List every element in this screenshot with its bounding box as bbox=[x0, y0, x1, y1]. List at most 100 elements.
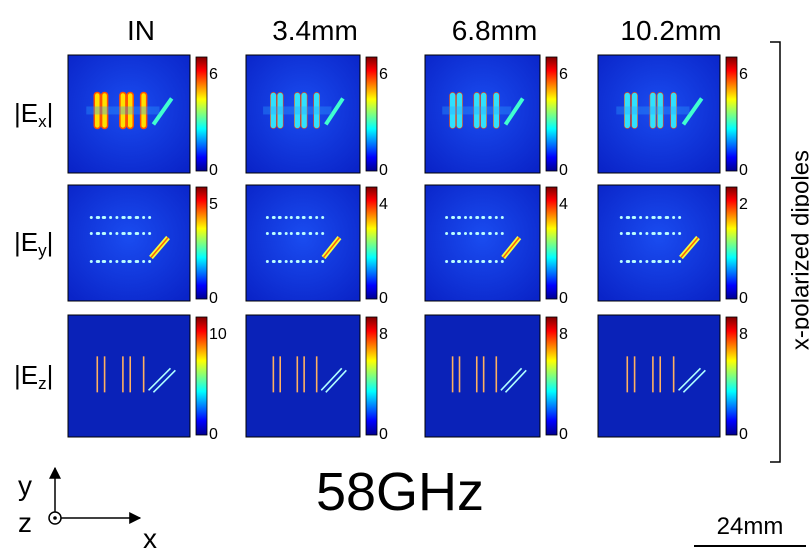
row-label: |Ey| bbox=[14, 227, 53, 260]
hot-spot bbox=[109, 260, 112, 263]
hot-spot bbox=[445, 260, 448, 263]
hot-spot bbox=[97, 260, 100, 263]
hot-spot bbox=[115, 216, 118, 219]
colorbar-min: 0 bbox=[739, 290, 748, 307]
hot-spot bbox=[90, 216, 93, 219]
hot-spot bbox=[136, 260, 139, 263]
hot-spot bbox=[452, 260, 455, 263]
hot-spot bbox=[633, 216, 636, 219]
hot-spot bbox=[445, 216, 448, 219]
hot-spot bbox=[285, 216, 288, 219]
colorbar bbox=[366, 57, 377, 171]
hot-spot bbox=[315, 260, 318, 263]
hot-spot bbox=[123, 232, 126, 235]
hot-spot bbox=[476, 260, 479, 263]
colorbar-max: 4 bbox=[559, 196, 568, 213]
side-label: x-polarized dipoles bbox=[787, 150, 809, 350]
hot-spot bbox=[109, 232, 112, 235]
hot-spot bbox=[653, 232, 656, 235]
hot-spot bbox=[495, 260, 498, 263]
hot-spot bbox=[97, 216, 100, 219]
row-label: |Ez| bbox=[14, 360, 53, 393]
row-label-part: |E bbox=[14, 360, 38, 390]
column-header: 3.4mm bbox=[272, 15, 358, 46]
hot-spot bbox=[469, 232, 472, 235]
hot-spot bbox=[482, 232, 485, 235]
map-bg bbox=[68, 315, 190, 437]
row-label-part: | bbox=[47, 227, 54, 257]
hot-spot bbox=[129, 232, 132, 235]
hot-spot bbox=[489, 232, 492, 235]
hot-spot bbox=[297, 216, 300, 219]
hot-spot bbox=[627, 232, 630, 235]
hot-spot bbox=[309, 260, 312, 263]
map-bg bbox=[425, 185, 540, 301]
hot-spot bbox=[290, 232, 293, 235]
field-map: 60 bbox=[246, 55, 388, 179]
hot-spot bbox=[620, 260, 623, 263]
map-bg bbox=[598, 315, 720, 437]
hot-spot bbox=[678, 232, 681, 235]
hot-spot bbox=[633, 232, 636, 235]
hot-spot bbox=[103, 232, 106, 235]
hot-spot bbox=[103, 260, 106, 263]
hot-spot bbox=[148, 260, 151, 263]
colorbar-min: 0 bbox=[379, 162, 388, 179]
axis-x: x bbox=[143, 523, 157, 550]
row-label-part: | bbox=[47, 360, 54, 390]
colorbar-min: 0 bbox=[379, 290, 388, 307]
axis-z: z bbox=[18, 507, 32, 538]
colorbar bbox=[366, 317, 377, 435]
column-header: 10.2mm bbox=[620, 15, 721, 46]
colorbar-max: 6 bbox=[559, 66, 568, 83]
hot-spot bbox=[464, 216, 467, 219]
hot-spot bbox=[469, 260, 472, 263]
hot-spot bbox=[495, 216, 498, 219]
hot-spot bbox=[279, 260, 282, 263]
colorbar-min: 0 bbox=[559, 162, 568, 179]
colorbar-max: 8 bbox=[379, 326, 388, 343]
hot-spot bbox=[476, 232, 479, 235]
hot-spot bbox=[678, 260, 681, 263]
field-map: 50 bbox=[68, 185, 218, 307]
colorbar-max: 6 bbox=[739, 66, 748, 83]
colorbar bbox=[366, 187, 377, 299]
hot-spot bbox=[290, 260, 293, 263]
field-map: 100 bbox=[68, 315, 227, 443]
map-bg bbox=[246, 185, 360, 301]
frequency: 58GHz bbox=[316, 462, 484, 522]
colorbar-max: 6 bbox=[209, 66, 218, 83]
hot-spot bbox=[97, 232, 100, 235]
hot-spot bbox=[142, 216, 145, 219]
glow bbox=[86, 106, 159, 114]
colorbar-min: 0 bbox=[739, 162, 748, 179]
hot-spot bbox=[464, 260, 467, 263]
glow bbox=[263, 106, 331, 114]
hot-spot bbox=[445, 232, 448, 235]
field-map: 40 bbox=[246, 185, 388, 307]
hot-spot bbox=[489, 216, 492, 219]
hot-spot bbox=[672, 232, 675, 235]
colorbar-min: 0 bbox=[209, 290, 218, 307]
colorbar-max: 2 bbox=[739, 196, 748, 213]
colorbar bbox=[546, 57, 557, 171]
hot-spot bbox=[489, 260, 492, 263]
hot-spot bbox=[321, 216, 324, 219]
colorbar-max: 8 bbox=[739, 326, 748, 343]
hot-spot bbox=[115, 232, 118, 235]
map-bg bbox=[68, 185, 190, 301]
hot-spot bbox=[129, 216, 132, 219]
hot-spot bbox=[501, 260, 504, 263]
hot-spot bbox=[285, 260, 288, 263]
colorbar-min: 0 bbox=[739, 426, 748, 443]
hot-spot bbox=[666, 232, 669, 235]
hot-spot bbox=[620, 216, 623, 219]
hot-spot bbox=[303, 232, 306, 235]
map-bg bbox=[246, 315, 360, 437]
hot-spot bbox=[115, 260, 118, 263]
hot-spot bbox=[123, 260, 126, 263]
hot-spot bbox=[309, 216, 312, 219]
hot-spot bbox=[645, 260, 648, 263]
hot-spot bbox=[627, 216, 630, 219]
field-map: 40 bbox=[425, 185, 568, 307]
